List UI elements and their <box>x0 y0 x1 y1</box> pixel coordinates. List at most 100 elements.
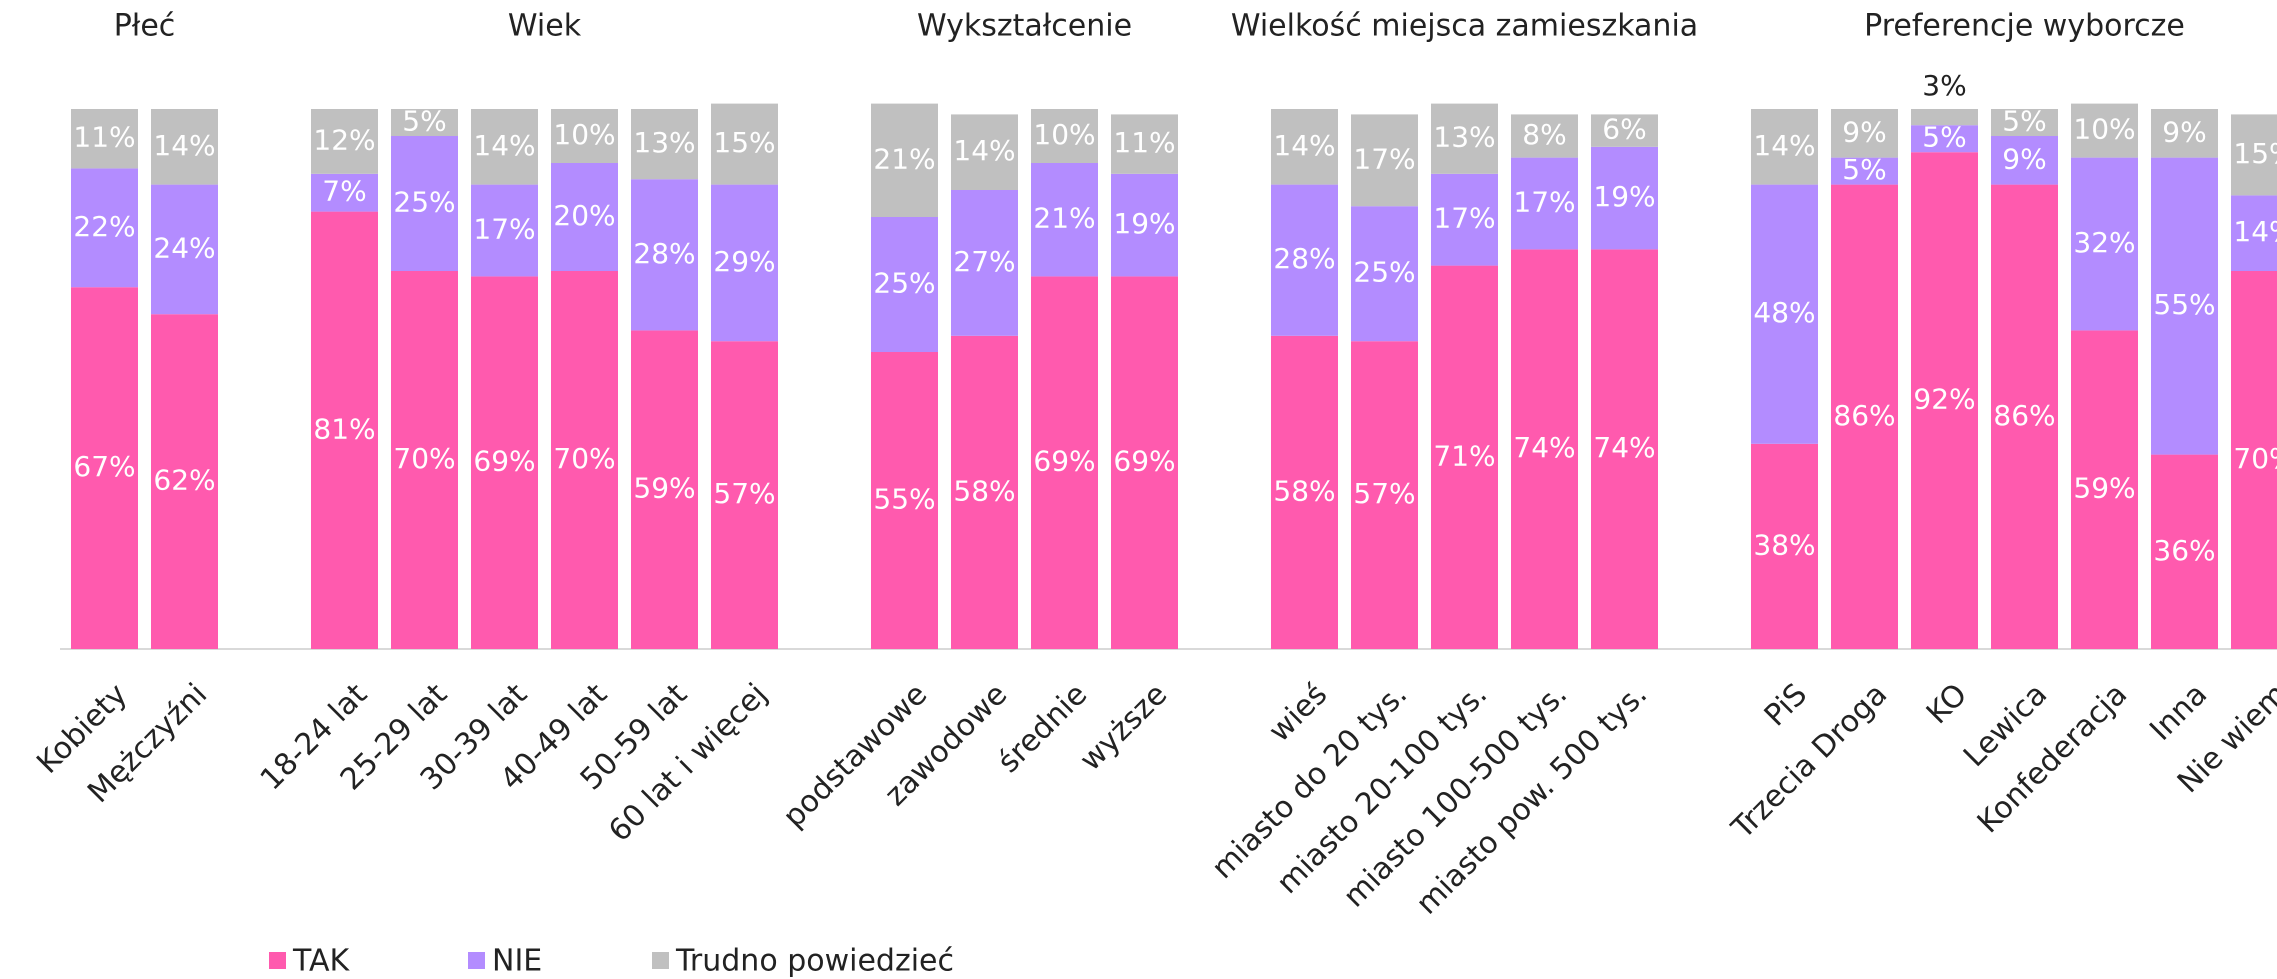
value-label: 9% <box>2002 142 2046 175</box>
x-tick-label: Inna <box>2143 677 2214 748</box>
value-label: 13% <box>633 126 695 159</box>
value-label: 21% <box>873 142 935 175</box>
value-label: 32% <box>2073 226 2135 259</box>
bar-segment <box>711 341 778 649</box>
bar-segment <box>951 335 1018 649</box>
group-title: Wykształcenie <box>917 9 1132 44</box>
value-label: 36% <box>2153 534 2215 567</box>
value-label: 70% <box>553 442 615 475</box>
bar-segment <box>1911 125 1978 153</box>
value-label: 9% <box>1842 115 1886 148</box>
legend-swatch <box>468 952 485 969</box>
bar-segment <box>2071 157 2138 331</box>
bar-segment <box>871 103 938 217</box>
value-label: 74% <box>1593 431 1655 464</box>
bar-segment <box>1111 173 1178 277</box>
bar-segment <box>2231 114 2277 196</box>
bar-segment <box>1111 114 1178 174</box>
value-label: 17% <box>1433 202 1495 235</box>
value-label: 27% <box>953 245 1015 278</box>
bar-segment <box>2071 330 2138 649</box>
value-label: 5% <box>2002 105 2046 138</box>
bar-segment <box>1991 109 2058 136</box>
value-label: 14% <box>953 134 1015 167</box>
legend-swatch <box>269 952 286 969</box>
bar-segment <box>471 109 538 185</box>
value-label: 86% <box>1993 399 2055 432</box>
value-label: 25% <box>1353 256 1415 289</box>
bar-segment <box>311 109 378 174</box>
bar-segment <box>391 109 458 136</box>
bar-segment <box>311 211 378 649</box>
value-label: 24% <box>153 231 215 264</box>
bar-segment <box>1911 152 1978 649</box>
x-tick-label: średnie <box>991 677 1094 780</box>
value-label: 28% <box>633 237 695 270</box>
value-label: 14% <box>1753 129 1815 162</box>
value-label: 25% <box>393 186 455 219</box>
group-title: Preferencje wyborcze <box>1864 9 2185 44</box>
bar-segment <box>1511 157 1578 250</box>
bar-segment <box>1591 114 1658 147</box>
value-label: 58% <box>1273 474 1335 507</box>
bar-segment <box>871 217 938 352</box>
bar-segment <box>1831 184 1898 649</box>
bar-segment <box>1271 184 1338 336</box>
legend-label: TAK <box>292 944 351 979</box>
group-title: Wiek <box>508 9 582 44</box>
value-label: 69% <box>473 445 535 478</box>
bar-segment <box>391 136 458 271</box>
value-label: 74% <box>1513 431 1575 464</box>
bar-segment <box>631 179 698 331</box>
value-label: 62% <box>153 464 215 497</box>
value-label: 58% <box>953 474 1015 507</box>
value-label: 55% <box>873 483 935 516</box>
bar-segment <box>1031 109 1098 163</box>
bar-segment <box>311 173 378 212</box>
bar-segment <box>1351 341 1418 649</box>
value-label: 10% <box>553 118 615 151</box>
bar-segment <box>151 184 218 315</box>
value-label: 38% <box>1753 528 1815 561</box>
bar-segment <box>711 103 778 185</box>
value-label: 70% <box>2233 442 2277 475</box>
bar-segment <box>1511 114 1578 158</box>
value-label: 14% <box>1273 129 1335 162</box>
bar-segment <box>471 276 538 649</box>
bar-segment <box>71 168 138 288</box>
value-label: 92% <box>1913 383 1975 416</box>
legend-label: Trudno powiedzieć <box>675 944 954 979</box>
value-label: 59% <box>2073 472 2135 505</box>
bar-segment <box>1111 276 1178 649</box>
value-label: 57% <box>1353 477 1415 510</box>
bar-segment <box>1831 109 1898 158</box>
bar-segment <box>1751 443 1818 649</box>
legend-label: NIE <box>492 944 542 979</box>
value-label: 48% <box>1753 296 1815 329</box>
group-title: Wielkość miejsca zamieszkania <box>1231 9 1698 44</box>
value-label: 29% <box>713 245 775 278</box>
value-label: 14% <box>473 129 535 162</box>
value-label: 57% <box>713 477 775 510</box>
value-label: 6% <box>1602 113 1646 146</box>
value-label: 14% <box>153 129 215 162</box>
bar-segment <box>391 271 458 649</box>
value-label: 70% <box>393 442 455 475</box>
bar-segment <box>951 190 1018 336</box>
bar-segment <box>711 184 778 342</box>
legend-swatch <box>652 952 669 969</box>
value-label: 28% <box>1273 242 1335 275</box>
bar-segment <box>871 352 938 649</box>
value-label: 21% <box>1033 202 1095 235</box>
bar-segment <box>1591 249 1658 649</box>
value-label: 69% <box>1033 445 1095 478</box>
value-label: 19% <box>1113 207 1175 240</box>
value-label: 22% <box>73 210 135 243</box>
value-label: 59% <box>633 472 695 505</box>
bar-segment <box>1751 184 1818 444</box>
value-label: 10% <box>2073 113 2135 146</box>
value-label: 10% <box>1033 118 1095 151</box>
value-label: 5% <box>1922 121 1966 154</box>
bar-segment <box>1431 265 1498 649</box>
value-label: 69% <box>1113 445 1175 478</box>
